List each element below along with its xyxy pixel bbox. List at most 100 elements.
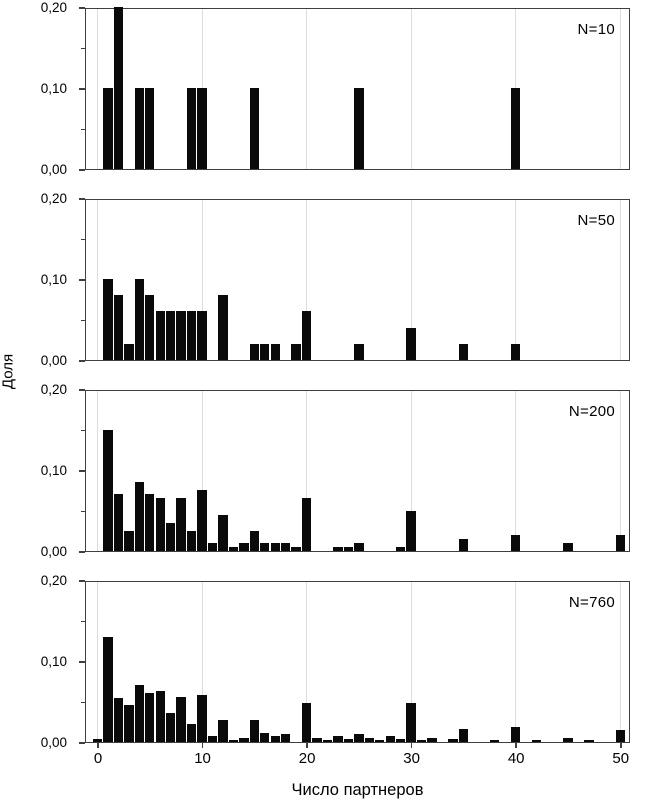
bar [343, 738, 354, 742]
bar [291, 343, 301, 360]
gridline [410, 9, 412, 169]
y-minor-tick-mark [81, 510, 85, 513]
bar [165, 311, 176, 360]
bar [312, 737, 322, 742]
bar [197, 88, 207, 169]
x-tick-mark [515, 743, 517, 748]
bar [207, 542, 218, 551]
y-minor-tick-mark [81, 128, 85, 131]
y-tick-label: 0,10 [40, 654, 67, 669]
bar [280, 542, 291, 551]
bar [103, 636, 113, 742]
plot-area: N=10 [85, 7, 630, 170]
bar [343, 546, 354, 551]
bar [186, 530, 197, 551]
bar [301, 311, 312, 360]
bar [155, 498, 165, 551]
bar [301, 498, 312, 551]
bar [427, 737, 437, 742]
y-tick-mark [79, 88, 85, 90]
bar [249, 88, 260, 169]
y-tick-label: 0,10 [40, 463, 67, 478]
bar [103, 88, 113, 169]
x-axis-title: Число партнеров [291, 781, 424, 799]
x-tick-mark [306, 743, 308, 748]
bar [301, 703, 312, 742]
y-tick-label: 0,20 [40, 382, 67, 397]
y-tick-mark [79, 742, 85, 744]
bar [134, 685, 144, 742]
bar [145, 295, 155, 360]
gridline [97, 582, 98, 742]
bar [364, 737, 375, 742]
bar [113, 295, 124, 360]
bar [145, 88, 155, 169]
bar [134, 88, 144, 169]
bar [458, 729, 469, 742]
y-minor-tick-mark [81, 238, 85, 241]
bar [333, 546, 343, 551]
bar [249, 343, 260, 360]
gridline [410, 582, 412, 742]
bar [155, 311, 165, 360]
bar [458, 538, 469, 551]
bar [511, 88, 521, 169]
y-tick-mark [79, 580, 85, 582]
gridline [97, 391, 98, 551]
bar [197, 311, 207, 360]
gridline [515, 391, 517, 551]
bar [416, 739, 427, 742]
bar [186, 311, 197, 360]
bar [280, 733, 291, 742]
bar [92, 738, 103, 742]
gridline [201, 200, 203, 360]
gridline [97, 9, 98, 169]
x-tick-mark [620, 743, 622, 748]
bar [113, 494, 124, 551]
bar [228, 546, 239, 551]
bar [511, 534, 521, 551]
bar [615, 534, 625, 551]
bar [260, 733, 270, 742]
gridline [306, 391, 308, 551]
bar [260, 542, 270, 551]
bar [531, 739, 542, 742]
y-tick-label: 0,00 [40, 353, 67, 368]
bar [124, 530, 134, 551]
x-tick-label: 20 [298, 750, 316, 767]
x-tick-label: 0 [93, 750, 103, 767]
bar [615, 729, 625, 742]
bar [511, 343, 521, 360]
y-minor-tick-mark [81, 47, 85, 50]
bar [145, 494, 155, 551]
y-tick-label: 0,10 [40, 272, 67, 287]
bar [134, 482, 144, 551]
gridline [619, 391, 621, 551]
y-tick-mark [79, 470, 85, 472]
gridline [619, 582, 621, 742]
y-tick-label: 0,00 [40, 544, 67, 559]
bar [406, 510, 416, 551]
bar [270, 735, 280, 742]
x-tick-mark [410, 743, 413, 748]
bar [270, 343, 280, 360]
y-tick-label: 0,20 [40, 573, 67, 588]
gridline [619, 200, 621, 360]
gridline [201, 582, 203, 742]
bar [260, 343, 270, 360]
bar [563, 737, 573, 742]
bar [239, 737, 249, 742]
bar [563, 542, 573, 551]
bar [333, 736, 343, 742]
bar [354, 542, 364, 551]
bar [395, 738, 406, 742]
bar [103, 279, 113, 360]
bar [249, 720, 260, 742]
bar [176, 696, 186, 742]
bar [354, 343, 364, 360]
bar [186, 88, 197, 169]
bar [406, 703, 416, 742]
bar [375, 740, 385, 742]
sample-size-label: N=50 [577, 212, 615, 229]
